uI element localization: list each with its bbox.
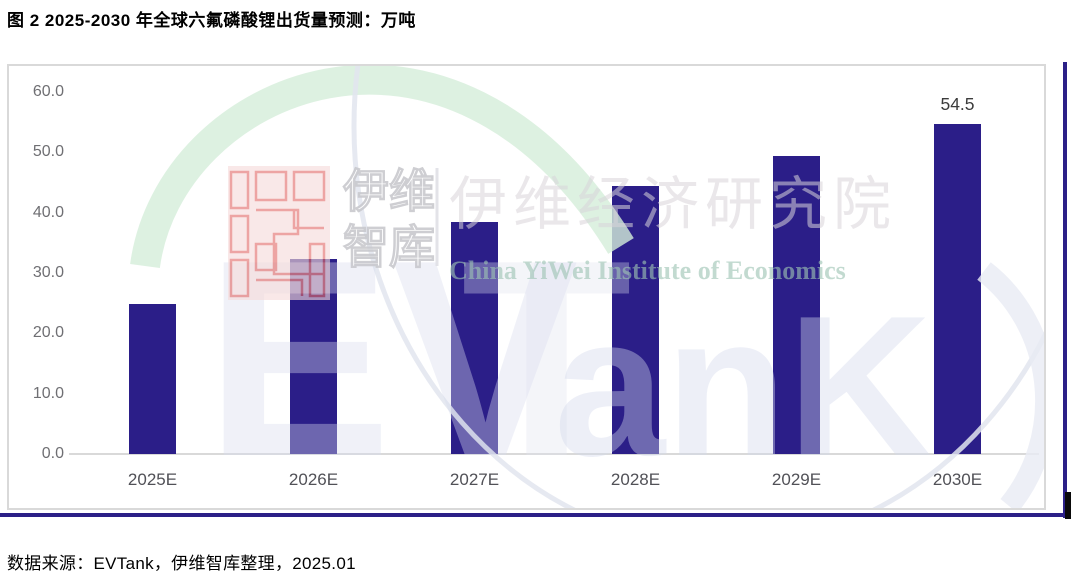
accent-border-right — [1063, 62, 1067, 518]
y-tick-20.0: 20.0 — [32, 324, 64, 342]
bar-2025E — [129, 303, 176, 454]
bar-2030E — [934, 124, 981, 454]
x-tick-2029E: 2029E — [771, 470, 822, 489]
bar-2029E — [773, 156, 820, 454]
data-label-2030E: 54.5 — [940, 94, 975, 114]
y-tick-30.0: 30.0 — [32, 263, 64, 281]
y-tick-0.0: 0.0 — [41, 444, 64, 462]
watermark-institute-en: China YiWei Institute of Economics — [449, 256, 846, 285]
x-tick-2027E: 2027E — [449, 470, 500, 489]
cursor-mark — [1065, 492, 1071, 519]
watermark-swoosh-icon — [351, 66, 1044, 508]
figure-title: 图 2 2025-2030 年全球六氟磷酸锂出货量预测：万吨 — [7, 11, 416, 30]
watermark-brand-t: T — [461, 203, 632, 508]
watermark-red-logo-icon — [228, 166, 330, 300]
y-tick-10.0: 10.0 — [32, 384, 64, 402]
y-tick-60.0: 60.0 — [32, 83, 64, 100]
accent-border-bottom — [0, 513, 1067, 517]
data-source-note: 数据来源：EVTank，伊维智库整理，2025.01 — [7, 554, 356, 573]
y-tick-40.0: 40.0 — [32, 203, 64, 221]
labels-layer: 60.0 50.0 40.0 30.0 20.0 10.0 0.0 2025E 2026E 202… — [9, 66, 1044, 508]
watermark-green-arc-icon — [130, 66, 634, 269]
x-tick-2028E: 2028E — [610, 470, 661, 489]
watermark-institute-cn: 伊维经济研究院 — [449, 172, 897, 237]
x-tick-2030E: 2030E — [932, 470, 983, 489]
watermark: EV T anK 伊维 — [130, 66, 1044, 508]
y-tick-50.0: 50.0 — [32, 143, 64, 161]
watermark-cn-yiwei: 伊维 — [342, 165, 435, 217]
plot-area — [9, 66, 1044, 508]
chart-area: EV T anK 伊维 — [7, 64, 1046, 510]
x-axis-line — [69, 453, 1039, 455]
watermark-brand-ank: anK — [554, 275, 932, 498]
x-tick-2025E: 2025E — [127, 470, 178, 489]
watermark-cn-zhiku: 智库 — [343, 221, 435, 273]
watermark-c-curve-icon — [977, 262, 1044, 508]
x-tick-2026E: 2026E — [288, 470, 339, 489]
